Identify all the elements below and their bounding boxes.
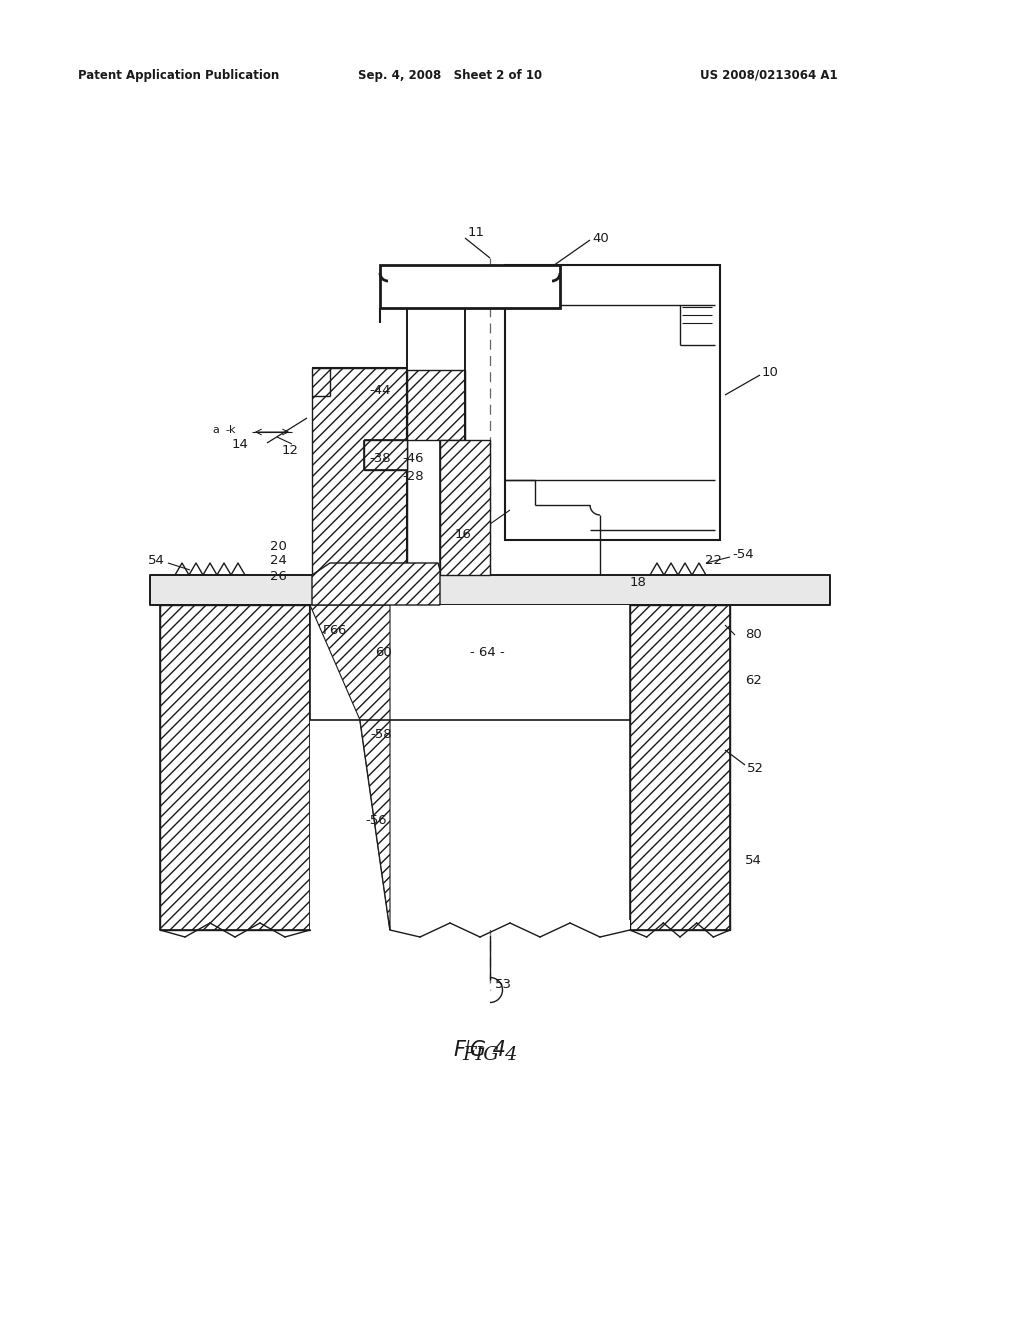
Text: -k: -k xyxy=(225,425,236,436)
Bar xyxy=(630,605,730,931)
Text: 11: 11 xyxy=(468,227,485,239)
Text: -54: -54 xyxy=(732,549,754,561)
Text: $\Gamma$66: $\Gamma$66 xyxy=(322,623,347,636)
Text: 40: 40 xyxy=(592,231,608,244)
Text: 26: 26 xyxy=(270,570,287,583)
Bar xyxy=(407,308,465,436)
Bar xyxy=(312,368,407,576)
Text: 62: 62 xyxy=(745,673,762,686)
Text: 52: 52 xyxy=(746,762,764,775)
Bar xyxy=(380,265,560,308)
Bar xyxy=(150,576,830,605)
Text: 24: 24 xyxy=(270,554,287,568)
Text: -56: -56 xyxy=(365,813,387,826)
Text: -58: -58 xyxy=(370,729,391,742)
Text: - 64 -: - 64 - xyxy=(470,647,505,660)
Text: 80: 80 xyxy=(745,628,762,642)
Bar xyxy=(310,605,630,931)
Bar xyxy=(364,440,407,470)
Text: 18: 18 xyxy=(630,577,647,590)
Text: 22: 22 xyxy=(705,553,722,566)
Text: 60: 60 xyxy=(375,647,392,660)
Bar xyxy=(440,440,490,576)
Text: 16: 16 xyxy=(455,528,472,541)
Text: -38: -38 xyxy=(369,451,390,465)
Bar xyxy=(407,370,465,440)
Text: -28: -28 xyxy=(402,470,424,483)
Text: US 2008/0213064 A1: US 2008/0213064 A1 xyxy=(700,69,838,82)
Text: FᴵG 4: FᴵG 4 xyxy=(454,1040,506,1060)
Text: 54: 54 xyxy=(148,553,165,566)
Text: 53: 53 xyxy=(495,978,512,991)
Text: 14: 14 xyxy=(232,438,249,451)
Text: Patent Application Publication: Patent Application Publication xyxy=(78,69,280,82)
Text: -46: -46 xyxy=(402,451,424,465)
Polygon shape xyxy=(310,605,390,931)
Text: 20: 20 xyxy=(270,540,287,553)
Polygon shape xyxy=(312,564,440,605)
Bar xyxy=(160,605,310,931)
Text: Sep. 4, 2008   Sheet 2 of 10: Sep. 4, 2008 Sheet 2 of 10 xyxy=(358,69,542,82)
Text: FIG 4: FIG 4 xyxy=(462,1045,518,1064)
Text: a: a xyxy=(212,425,219,436)
Text: 10: 10 xyxy=(762,367,779,380)
Text: -44: -44 xyxy=(369,384,390,396)
Bar xyxy=(505,265,720,540)
Text: 12: 12 xyxy=(282,444,299,457)
Text: 54: 54 xyxy=(745,854,762,866)
